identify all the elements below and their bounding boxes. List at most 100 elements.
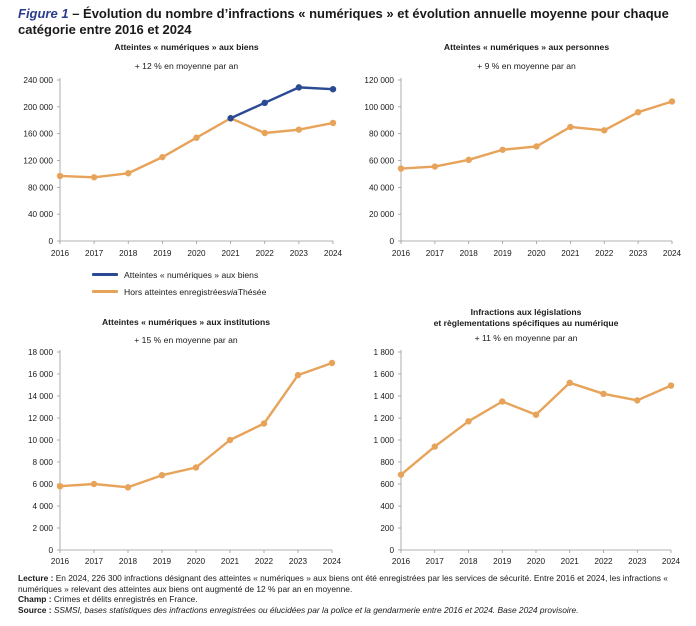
figure-label: Figure 1 [18, 6, 69, 21]
y-tick-label: 40 000 [369, 183, 394, 192]
source-label: Source : [18, 604, 52, 615]
y-tick-label: 1 800 [374, 348, 395, 357]
legend-label-hors-b: Thésée [237, 286, 267, 297]
y-tick-label: 160 000 [23, 130, 53, 139]
chart-subtitle: + 12 % en moyenne par an [135, 61, 239, 71]
y-tick-label: 1 400 [374, 392, 395, 401]
data-point [431, 163, 439, 170]
legend: Atteintes « numériques » aux biens Hors … [92, 266, 266, 300]
y-tick-label: 800 [380, 458, 394, 467]
source-text: SSMSI, bases statistiques des infraction… [51, 604, 579, 615]
data-point [261, 129, 268, 137]
x-tick-label: 2022 [595, 249, 614, 258]
series-line [59, 117, 334, 179]
data-point [56, 172, 64, 180]
lecture-note: Lecture : En 2024, 226 300 infractions d… [18, 573, 690, 594]
series-line [400, 381, 672, 476]
x-tick-label: 2024 [323, 557, 342, 566]
data-point [226, 436, 234, 444]
x-tick-label: 2020 [527, 557, 546, 566]
data-point [295, 126, 303, 133]
data-point [158, 472, 166, 479]
y-tick-label: 0 [48, 237, 53, 246]
y-tick-label: 18 000 [28, 348, 53, 357]
data-point [260, 420, 268, 427]
champ-label: Champ : [18, 594, 52, 605]
lecture-label: Lecture : [18, 573, 54, 583]
chart-title: Atteintes « numériques » aux biens [114, 42, 258, 52]
y-tick-label: 1 000 [374, 436, 395, 445]
data-point [124, 484, 132, 491]
x-tick-label: 2022 [255, 557, 274, 566]
y-tick-label: 2 000 [33, 524, 54, 533]
chart-biens-svg: Atteintes « numériques » aux biens + 12 %… [23, 42, 343, 258]
chart-title-line: et règlementations spécifiques au numéri… [434, 318, 619, 328]
x-tick-label: 2017 [85, 249, 104, 258]
legend-item-hors-thesee: Hors atteintes enregistrées via Thésée [92, 283, 266, 300]
figure-title: Figure 1 – Évolution du nombre d’infract… [18, 6, 683, 38]
data-point [601, 127, 608, 134]
y-tick-label: 10 000 [28, 436, 53, 445]
x-tick-label: 2023 [629, 249, 648, 258]
x-tick-label: 2021 [561, 249, 580, 258]
data-point [567, 123, 574, 131]
data-point [328, 359, 336, 367]
data-point [294, 371, 302, 379]
data-point [159, 153, 166, 161]
x-tick-label: 2024 [663, 249, 682, 258]
data-point [397, 165, 405, 172]
data-point [566, 379, 573, 386]
x-tick-label: 2020 [187, 249, 206, 258]
chart-panel-personnes: Atteintes « numériques » aux personnes + … [348, 40, 696, 265]
chart-title-line: Infractions aux législations [471, 307, 582, 317]
legend-item-biens: Atteintes « numériques » aux biens [92, 266, 266, 283]
y-tick-label: 0 [389, 237, 394, 246]
chart-subtitle: + 9 % en moyenne par an [477, 61, 576, 71]
legend-swatch-blue [92, 273, 118, 276]
x-tick-label: 2018 [119, 557, 138, 566]
y-tick-label: 0 [48, 546, 53, 555]
chart-institutions-svg: Atteintes « numériques » aux institution… [28, 317, 342, 566]
data-point [499, 398, 506, 405]
data-point [90, 480, 98, 488]
x-tick-label: 2021 [561, 557, 580, 566]
legend-label-biens: Atteintes « numériques » aux biens [124, 269, 259, 280]
y-tick-label: 240 000 [23, 76, 53, 85]
x-tick-label: 2021 [221, 557, 240, 566]
data-point [192, 464, 200, 471]
chart-panel-legislations: Infractions aux législations et règlement… [348, 305, 696, 570]
data-point [431, 443, 438, 450]
x-tick-label: 2018 [460, 249, 479, 258]
data-point [499, 146, 506, 153]
data-point [634, 109, 642, 116]
chart-subtitle: + 11 % en moyenne par an [475, 333, 578, 343]
y-tick-label: 600 [380, 480, 394, 489]
x-tick-label: 2023 [628, 557, 647, 566]
chart-panel-institutions: Atteintes « numériques » aux institution… [0, 315, 348, 570]
data-point [533, 143, 540, 150]
y-tick-label: 120 000 [23, 157, 53, 166]
x-tick-label: 2019 [153, 557, 172, 566]
x-tick-label: 2021 [222, 249, 241, 258]
series-line [230, 86, 334, 120]
x-tick-label: 2024 [324, 249, 343, 258]
x-tick-label: 2018 [119, 249, 138, 258]
data-point [634, 397, 641, 404]
x-tick-label: 2019 [494, 249, 513, 258]
y-tick-label: 20 000 [369, 210, 394, 219]
y-tick-label: 60 000 [369, 157, 394, 166]
data-point [227, 115, 234, 122]
x-tick-label: 2017 [426, 249, 445, 258]
y-tick-label: 14 000 [28, 392, 53, 401]
x-tick-label: 2016 [392, 249, 411, 258]
y-tick-label: 80 000 [369, 130, 394, 139]
y-tick-label: 100 000 [364, 103, 394, 112]
y-tick-label: 1 600 [374, 370, 395, 379]
data-point [667, 382, 675, 389]
source-note: Source : SSMSI, bases statistiques des i… [18, 605, 690, 616]
legend-swatch-orange [92, 290, 118, 293]
data-point [125, 170, 132, 177]
y-tick-label: 4 000 [33, 502, 54, 511]
data-point [329, 119, 337, 127]
